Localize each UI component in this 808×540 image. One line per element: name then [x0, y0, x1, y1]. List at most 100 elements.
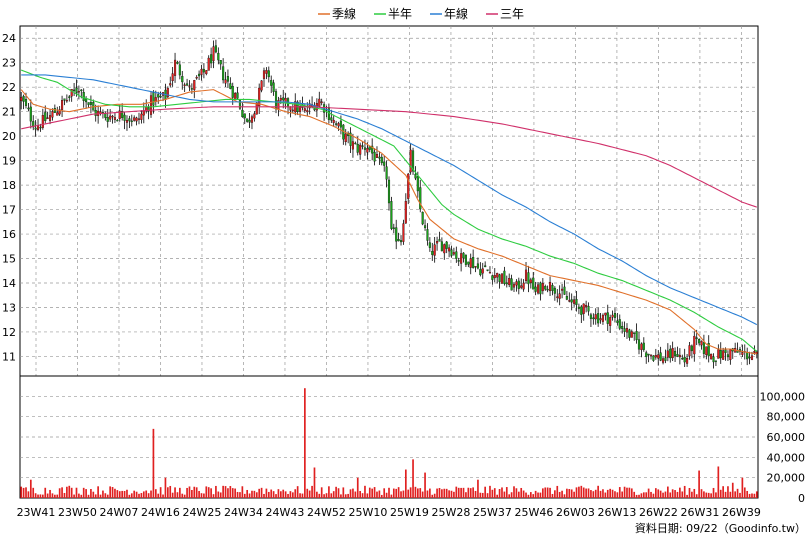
- candle-body: [272, 82, 275, 92]
- volume-bar: [614, 491, 616, 498]
- volume-bar: [474, 490, 477, 498]
- candle-body: [669, 348, 672, 359]
- candle-body: [34, 127, 37, 130]
- volume-bar: [426, 490, 429, 498]
- volume-bar: [179, 487, 181, 498]
- candle-body: [291, 109, 294, 112]
- candle-body: [450, 249, 453, 256]
- candle-body: [676, 354, 679, 357]
- candle-body: [618, 319, 621, 329]
- volume-bar: [558, 491, 561, 498]
- volume-bar: [450, 490, 453, 498]
- candle-body: [606, 312, 609, 324]
- candle-body: [190, 88, 193, 90]
- volume-bar: [253, 490, 256, 498]
- price-tick-label: 16: [2, 228, 16, 241]
- volume-bar: [111, 487, 114, 498]
- volume-bar: [335, 486, 337, 498]
- volume-bar: [116, 490, 119, 498]
- candle-body: [262, 70, 266, 79]
- x-tick-label: 26W13: [597, 506, 636, 519]
- volume-bar: [234, 488, 236, 498]
- candle-body: [282, 97, 285, 101]
- candle-body: [517, 280, 520, 289]
- candle-body: [125, 120, 129, 123]
- volume-bar: [164, 477, 167, 498]
- candle-body: [469, 258, 472, 268]
- volume-bar: [472, 487, 474, 498]
- volume-bar: [635, 494, 638, 498]
- volume-bar: [157, 493, 160, 498]
- candle-body: [630, 331, 633, 338]
- candle-body: [505, 282, 508, 285]
- volume-bar: [207, 487, 210, 498]
- volume-bar: [22, 487, 25, 498]
- candle-body: [508, 278, 511, 285]
- candle-body: [661, 358, 665, 363]
- candle-body: [258, 87, 261, 107]
- volume-bar: [688, 487, 691, 498]
- volume-bar: [169, 485, 172, 498]
- candle-body: [592, 317, 595, 320]
- volume-bar: [106, 494, 109, 498]
- volume-bar: [743, 487, 746, 498]
- volume-bar: [443, 488, 446, 498]
- volume-bar: [313, 467, 316, 498]
- volume-bar: [441, 489, 443, 498]
- volume-bar: [368, 487, 371, 498]
- volume-bar: [683, 485, 686, 498]
- candle-body: [44, 112, 47, 121]
- volume-bar: [246, 489, 249, 498]
- volume-bar: [597, 485, 599, 498]
- volume-bar: [296, 486, 299, 498]
- volume-bar: [275, 494, 277, 498]
- volume-bar: [304, 388, 306, 498]
- candle-body: [356, 144, 359, 153]
- candle-body: [210, 54, 213, 64]
- candle-body: [563, 286, 566, 295]
- volume-bar: [431, 494, 434, 498]
- volume-bar: [400, 491, 402, 498]
- candle-body: [344, 133, 347, 143]
- candle-body: [402, 223, 405, 242]
- volume-bar: [378, 490, 381, 498]
- candles: [20, 39, 758, 369]
- candle-body: [726, 354, 730, 358]
- volume-bar: [676, 491, 679, 498]
- candle-body: [318, 98, 321, 107]
- price-tick-label: 13: [2, 301, 16, 314]
- candle-body: [549, 281, 552, 292]
- candle-body: [666, 350, 669, 358]
- candle-body: [255, 102, 258, 115]
- volume-bar: [99, 494, 102, 498]
- candle-body: [522, 282, 525, 290]
- volume-bar: [736, 488, 739, 498]
- candle-body: [157, 94, 160, 98]
- volume-bar: [92, 491, 95, 498]
- candle-body: [113, 117, 117, 120]
- volume-bar: [78, 493, 80, 498]
- candle-body: [371, 145, 374, 154]
- volume-bar: [352, 488, 354, 498]
- volume-bar: [609, 488, 612, 498]
- volume-bar: [337, 488, 340, 498]
- volume-bar: [542, 488, 544, 498]
- candle-body: [573, 299, 576, 304]
- x-ticks: 23W41 23W50 24W07 24W16 24W25 24W34 24W43 24W52…: [17, 506, 761, 519]
- candle-body: [683, 356, 686, 363]
- volume-bar: [710, 493, 712, 498]
- x-tick-label: 25W19: [390, 506, 429, 519]
- volume-bar: [44, 487, 47, 498]
- candle-body: [260, 80, 263, 91]
- volume-bar: [479, 492, 482, 498]
- volume-bar: [751, 493, 753, 498]
- candle-body: [241, 109, 244, 118]
- candle-body: [53, 108, 56, 113]
- volume-bar: [621, 491, 624, 498]
- candle-body: [498, 274, 501, 282]
- candle-body: [411, 150, 415, 172]
- price-tick-label: 24: [2, 32, 16, 45]
- candle-body: [486, 269, 489, 271]
- ma-lines: [20, 69, 758, 355]
- volume-bar: [724, 491, 727, 498]
